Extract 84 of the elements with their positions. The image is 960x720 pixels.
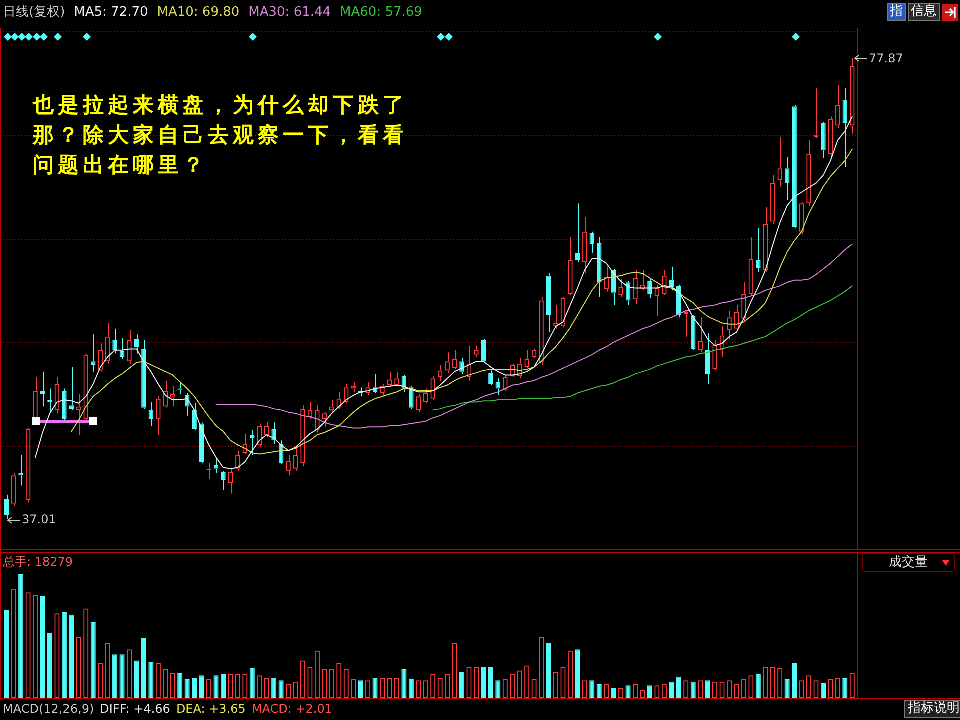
bar	[40, 596, 46, 698]
annotation: 37.01	[22, 512, 56, 527]
candlestick	[48, 388, 52, 413]
bar	[4, 610, 10, 698]
bar	[272, 678, 277, 698]
bar	[372, 678, 378, 698]
candlestick	[250, 430, 255, 456]
bar	[358, 680, 364, 698]
bar	[575, 650, 580, 698]
bar	[820, 683, 826, 698]
bar	[460, 672, 465, 698]
candlestick	[272, 422, 276, 445]
text: MACD: +2.01	[252, 702, 332, 716]
bar	[611, 688, 616, 698]
text: 指标说明	[904, 700, 960, 718]
text: 信息	[908, 3, 940, 21]
candlestick	[488, 370, 494, 386]
bar	[647, 686, 653, 698]
bar	[220, 674, 226, 698]
bar	[47, 634, 53, 698]
candlestick	[192, 402, 197, 432]
bar	[705, 680, 710, 698]
bar	[402, 669, 407, 698]
text: MA5: 72.70	[74, 5, 148, 21]
bar	[676, 676, 682, 698]
candlestick	[40, 371, 46, 408]
bar	[18, 574, 24, 698]
bar	[62, 612, 67, 698]
candlestick	[90, 334, 96, 372]
candlestick	[821, 122, 826, 160]
candlestick	[221, 470, 226, 491]
bar	[250, 668, 255, 698]
bar	[184, 679, 190, 698]
text: MA30: 61.44	[248, 5, 332, 21]
text: MA60: 57.69	[340, 5, 422, 21]
candlestick	[148, 402, 154, 426]
bar	[278, 680, 284, 698]
bar	[590, 680, 595, 698]
bar	[669, 682, 674, 698]
bar	[481, 667, 486, 698]
candlestick	[590, 231, 595, 254]
text: DEA: +3.65	[176, 702, 246, 716]
bar	[784, 679, 790, 698]
text: 77.87	[869, 51, 904, 66]
bar	[69, 614, 74, 698]
candlestick	[62, 388, 67, 421]
bar	[488, 667, 494, 698]
bar	[148, 662, 154, 698]
candlestick	[69, 366, 74, 411]
annotation: 也是拉起来横盘，为什么却下跌了那？除大家自己去观察一下，看看问题出在哪里？	[33, 91, 409, 179]
bar	[842, 678, 848, 698]
candlestick	[134, 334, 140, 354]
bar	[120, 654, 125, 698]
bar	[690, 682, 696, 698]
bar	[496, 680, 501, 698]
candlestick	[596, 237, 602, 298]
bar	[408, 679, 414, 698]
text: 总手: 18279	[3, 555, 74, 569]
dropdown-field: 成交量	[862, 553, 955, 572]
candlestick	[214, 458, 219, 474]
candlestick	[142, 340, 146, 410]
bar	[199, 676, 204, 698]
bar	[546, 643, 552, 698]
chart-title: 日线(复权)	[3, 5, 66, 21]
bar	[792, 663, 798, 698]
candlestick	[648, 278, 652, 299]
bar	[141, 638, 146, 698]
bar	[214, 676, 219, 698]
text: DIFF: +4.66	[100, 702, 170, 716]
candlestick	[784, 156, 790, 201]
bar	[90, 622, 96, 698]
text: 指	[887, 3, 906, 21]
candlestick	[4, 494, 9, 520]
bar	[178, 673, 183, 698]
candlestick	[546, 273, 552, 333]
text: MACD(12,26,9)	[3, 702, 94, 716]
candlestick	[112, 328, 118, 354]
bar	[756, 674, 761, 698]
text: MA10: 69.80	[157, 5, 240, 21]
bar	[134, 660, 140, 698]
bar	[626, 686, 631, 698]
bar	[192, 678, 198, 698]
bar	[112, 654, 118, 698]
bar	[596, 684, 602, 698]
